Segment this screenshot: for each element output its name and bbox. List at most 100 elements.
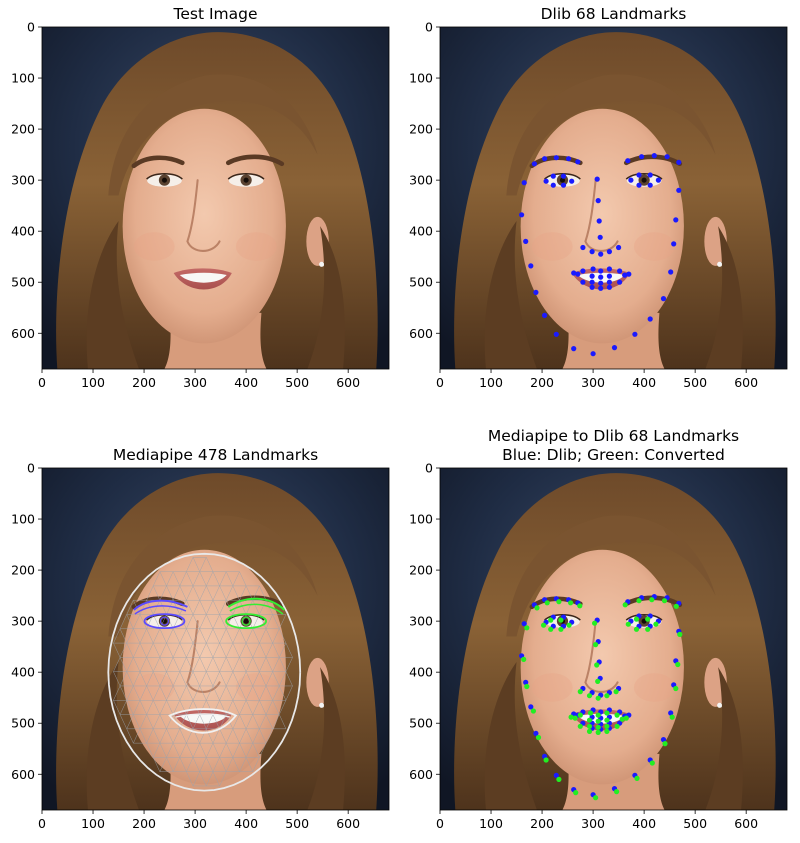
mesh-left-eye: [143, 613, 186, 630]
panel-3: 0 100 200 300 400 500 600 0 100 200 300 400 500 600 Me…: [11, 446, 390, 831]
dlib-point-11: [647, 316, 653, 322]
dlib-point-21: [575, 159, 581, 165]
dlib-point-32: [589, 249, 595, 255]
ytick-label: 400: [409, 665, 433, 680]
ytick-label: 600: [11, 767, 35, 782]
dlib-point-3: [528, 704, 534, 710]
dlib-point-31: [580, 244, 586, 251]
axes-frame: [439, 26, 788, 370]
converted-point-47: [633, 626, 640, 632]
ytick-label: 300: [11, 173, 35, 188]
converted-point-43: [633, 616, 640, 622]
converted-point-48: [568, 714, 574, 720]
converted-point-25: [661, 598, 668, 604]
xtick-label: 400: [632, 816, 656, 831]
dlib-point-65: [606, 279, 613, 285]
axes-frame: [41, 26, 390, 370]
converted-point-50: [587, 710, 594, 716]
dlib-point-18: [542, 156, 548, 162]
xtick-label: 200: [530, 375, 554, 390]
converted-point-55: [614, 723, 620, 729]
mesh-right-brow-lower: [229, 603, 284, 615]
converted-point-7: [573, 790, 579, 796]
ytick-label: 200: [11, 122, 35, 137]
xtick-label: 600: [336, 816, 360, 831]
converted-point-42: [625, 621, 631, 627]
dlib-point-50: [590, 266, 596, 272]
dlib-point-5: [542, 312, 548, 318]
ytick-label: 400: [11, 224, 35, 239]
converted-point-33: [595, 695, 601, 701]
converted-point-8: [593, 795, 599, 801]
converted-point-26: [673, 603, 679, 609]
converted-point-2: [524, 683, 530, 690]
dlib-point-45: [655, 177, 662, 183]
mesh-left-iris: [159, 616, 170, 626]
xtick-label: 100: [479, 375, 503, 390]
dlib-point-15: [673, 217, 679, 223]
ytick-label: 400: [409, 224, 433, 239]
xtick-label: 500: [683, 816, 707, 831]
converted-point-24: [649, 597, 655, 603]
dlib-point-35: [616, 244, 622, 251]
xtick-label: 0: [436, 375, 444, 390]
dlib-point-57: [598, 285, 604, 291]
converted-point-57: [595, 729, 601, 736]
dlib-point-51: [598, 268, 604, 274]
dlib-point-26: [676, 159, 682, 165]
dlib-point-24: [651, 153, 657, 159]
face-photo: [440, 468, 787, 810]
converted-point-54: [623, 715, 629, 721]
dlib-point-33: [598, 251, 604, 257]
dlib-point-0: [521, 180, 527, 186]
xtick-label: 200: [530, 816, 554, 831]
dlib-point-25: [664, 154, 670, 160]
converted-point-63: [604, 717, 610, 723]
dlib-point-2: [523, 679, 529, 686]
dlib-point-60: [575, 271, 581, 277]
converted-point-4: [535, 734, 542, 741]
dlib-point-9: [611, 345, 618, 351]
converted-point-40: [558, 626, 564, 632]
mesh-right-iris: [241, 616, 251, 626]
mesh-face-oval: [107, 552, 302, 792]
converted-point-20: [568, 600, 574, 606]
converted-point-56: [604, 728, 610, 735]
converted-point-34: [604, 693, 610, 699]
converted-point-64: [619, 716, 625, 722]
converted-point-59: [577, 723, 583, 729]
xtick-label: 400: [632, 375, 656, 390]
converted-point-35: [613, 689, 619, 695]
converted-point-53: [614, 712, 620, 718]
panel-1: 0 100 200 300 400 500 600 0 100 200 300 400 500 600 Te…: [11, 5, 390, 390]
ytick-label: 300: [409, 614, 433, 629]
panel-title: Dlib 68 Landmarks: [541, 5, 687, 23]
converted-point-46: [645, 626, 651, 632]
converted-point-21: [577, 603, 583, 609]
dlib-point-17: [531, 161, 538, 167]
xtick-label: 600: [336, 375, 360, 390]
dlib-point-22: [625, 158, 631, 164]
dlib-point-2: [523, 238, 529, 244]
panel-title: Blue: Dlib; Green: Converted: [502, 446, 725, 464]
converted-point-45: [653, 621, 659, 627]
xtick-label: 100: [479, 816, 503, 831]
mesh-right-brow: [227, 597, 286, 611]
dlib-point-12: [660, 296, 667, 302]
face-photo: [42, 468, 389, 810]
dlib-point-53: [617, 268, 623, 274]
face-photo: [440, 27, 787, 369]
xtick-label: 300: [183, 816, 207, 831]
dlib-point-10: [632, 331, 638, 337]
dlib-point-14: [671, 241, 677, 247]
converted-point-27: [592, 620, 598, 626]
ytick-label: 200: [409, 563, 433, 578]
dlib-point-4: [533, 730, 539, 737]
dlib-point-59: [580, 279, 586, 285]
dlib-point-13: [668, 710, 674, 716]
converted-point-5: [543, 757, 549, 763]
dlib-point-46: [647, 182, 653, 188]
converted-point-62: [595, 718, 601, 724]
xtick-label: 500: [285, 816, 309, 831]
dlib-point-8: [590, 351, 596, 357]
